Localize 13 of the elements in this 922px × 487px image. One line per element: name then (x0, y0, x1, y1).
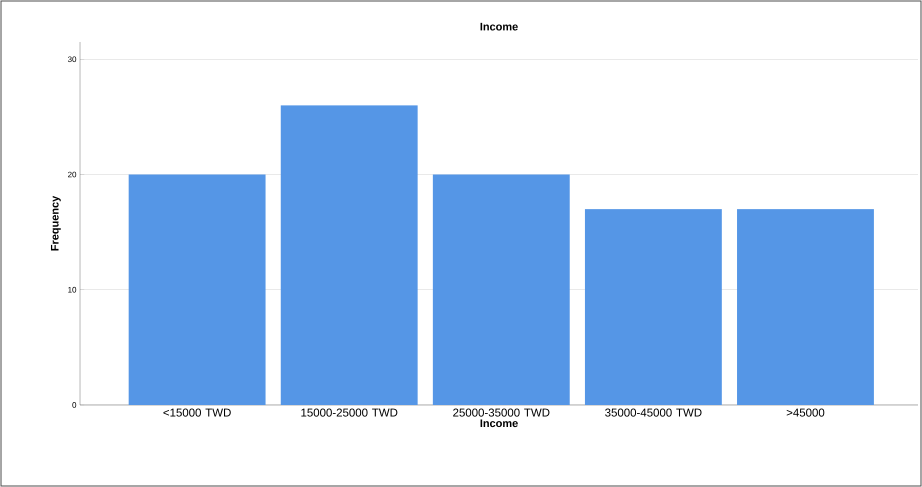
x-tick-label: 25000-35000 TWD (453, 408, 550, 417)
x-tick-label: >45000 (786, 408, 824, 417)
x-tick-label: 35000-45000 TWD (605, 408, 702, 417)
bar (584, 209, 722, 405)
chart-title: Income (480, 22, 518, 30)
x-tick-label: <15000 TWD (163, 408, 231, 417)
bar (280, 105, 418, 405)
bar (128, 174, 266, 405)
bar (737, 209, 874, 405)
bar (432, 174, 570, 405)
x-axis-title: Income (480, 419, 518, 428)
y-axis-title: Frequency (50, 196, 61, 250)
x-tick-label: 15000-25000 TWD (301, 408, 398, 417)
